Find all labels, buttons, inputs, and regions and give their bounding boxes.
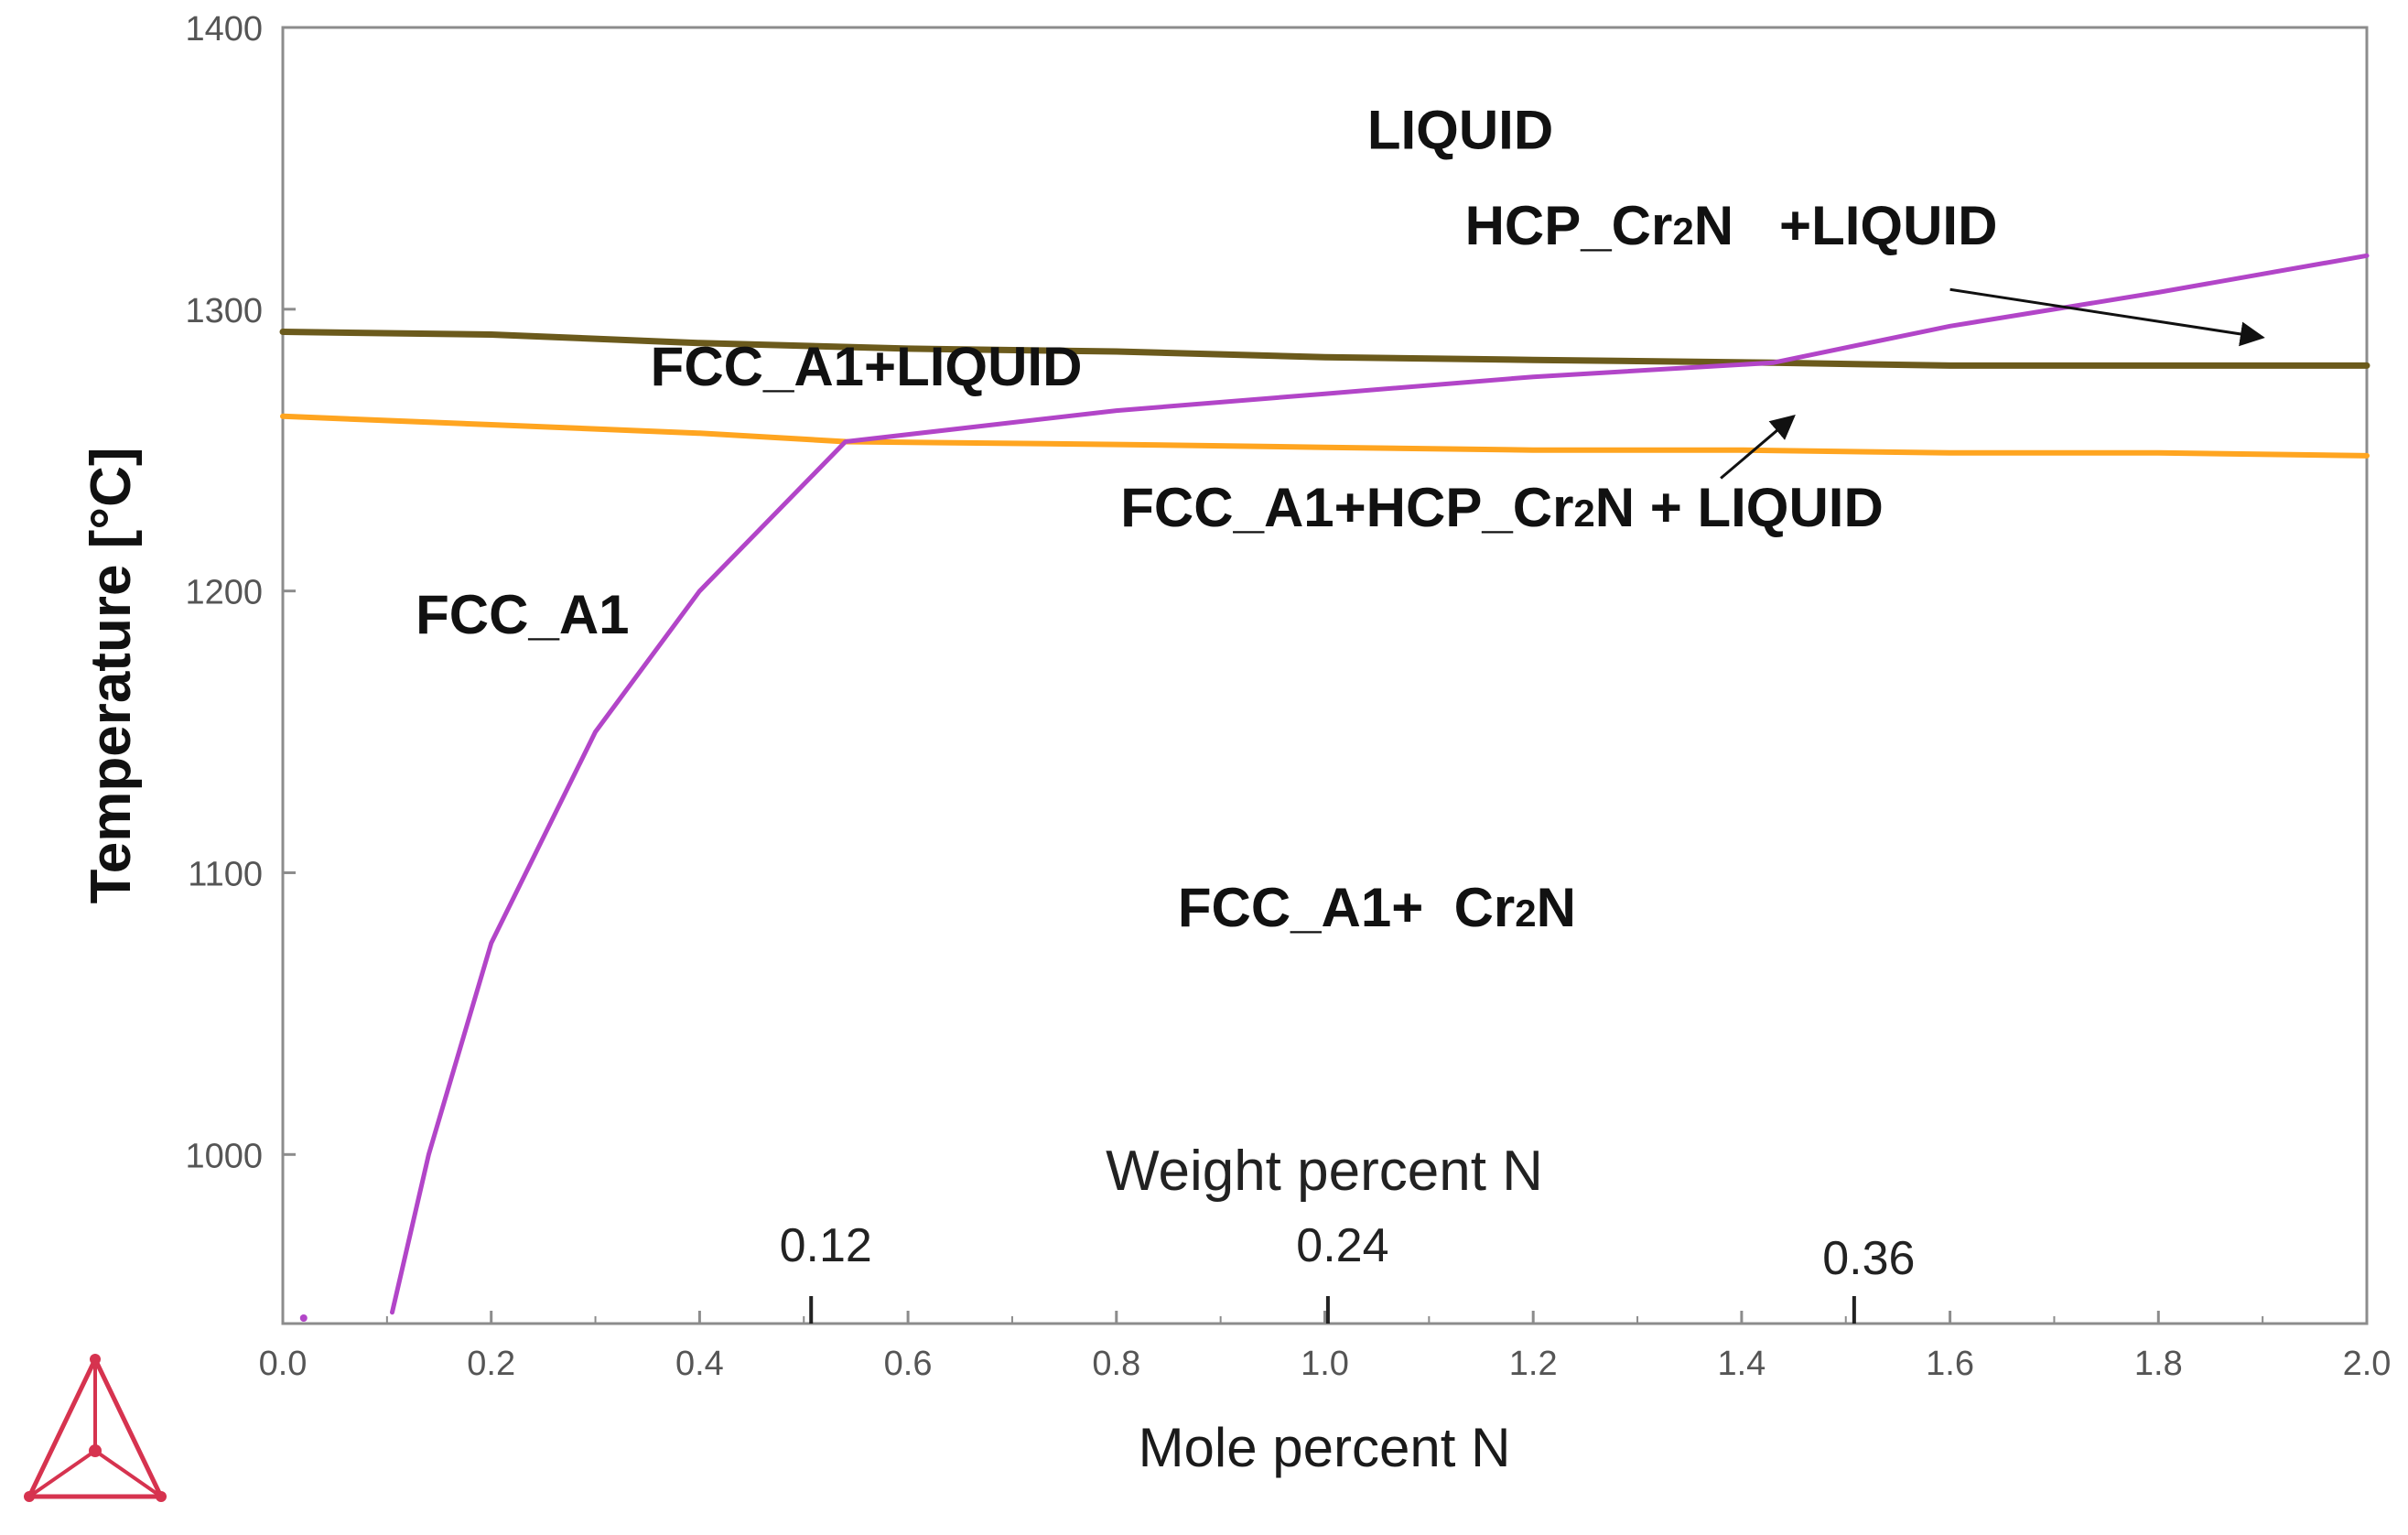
- weight-tick-label: 0.36: [1822, 1232, 1915, 1285]
- y-tick-label: 1200: [185, 574, 263, 612]
- x-tick-label: 0.6: [884, 1345, 933, 1383]
- secondary-axis-title: Weight percent N: [1106, 1140, 1543, 1203]
- boundary-start-point: [299, 1314, 308, 1322]
- weight-tick-label: 0.24: [1296, 1219, 1388, 1272]
- region-label: FCC_A1+HCP_Cr2N + LIQUID: [1120, 477, 1884, 538]
- x-tick-label: 1.4: [1717, 1345, 1766, 1383]
- region-label: FCC_A1+ Cr2N: [1178, 877, 1576, 938]
- x-tick-label: 1.8: [2134, 1345, 2183, 1383]
- y-tick-label: 1100: [188, 855, 263, 893]
- y-tick-label: 1400: [185, 10, 263, 49]
- x-tick-label: 1.6: [1926, 1345, 1974, 1383]
- y-tick-label: 1000: [185, 1137, 263, 1175]
- x-tick-label: 1.0: [1301, 1345, 1349, 1383]
- region-label: LIQUID: [1367, 99, 1553, 160]
- annotation-arrow: [1720, 415, 1796, 480]
- x-tick-label: 0.8: [1092, 1345, 1140, 1383]
- series-line-solidus: [280, 413, 2370, 459]
- series-line-cr2n-boundary: [390, 253, 2370, 1315]
- x-tick-label: 0.0: [259, 1345, 308, 1383]
- thermo-calc-logo: [24, 1354, 167, 1502]
- y-axis-title: Temperature [°C]: [80, 447, 143, 903]
- region-label: FCC_A1+LIQUID: [651, 336, 1083, 397]
- x-tick-label: 1.2: [1509, 1345, 1558, 1383]
- x-tick-label: 0.2: [467, 1345, 515, 1383]
- x-tick-label: 2.0: [2343, 1345, 2392, 1383]
- x-axis-title: Mole percent N: [1139, 1417, 1511, 1478]
- weight-tick-label: 0.12: [780, 1219, 872, 1272]
- region-label: FCC_A1: [416, 584, 629, 645]
- plot-frame: [281, 26, 2369, 1325]
- y-tick-label: 1300: [185, 292, 263, 330]
- series-line-liquidus: [279, 329, 2370, 369]
- annotation-arrow: [1949, 287, 2265, 347]
- region-label: HCP_Cr2N +LIQUID: [1465, 195, 1998, 256]
- x-tick-label: 0.4: [675, 1345, 724, 1383]
